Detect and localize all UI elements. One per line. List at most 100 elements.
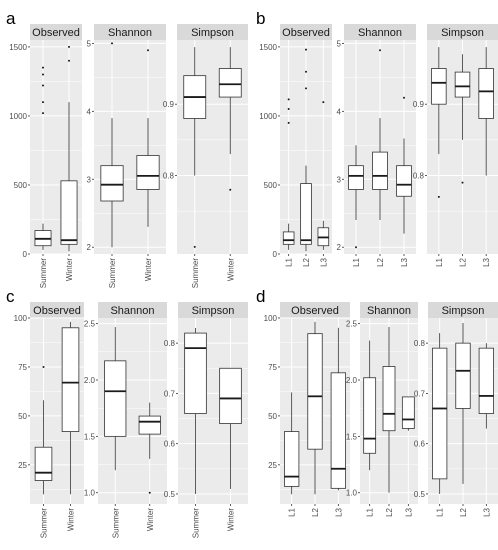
facet-observed: Observed 25 50 75 100 Summer Winter (14, 302, 84, 538)
x-tick-label: L3 (482, 507, 491, 516)
x-tick-label: L2 (459, 507, 468, 516)
facet-title: Shannon (108, 27, 152, 39)
box-body (104, 360, 127, 437)
box-l2 (300, 48, 312, 252)
facet-title: Shannon (358, 27, 402, 39)
facet-strip (344, 24, 416, 40)
x-tick-label: L2 (385, 507, 394, 516)
box-body (363, 377, 377, 454)
x-tick-label: Summer (191, 258, 200, 289)
box-body (455, 342, 471, 409)
box-l1 (363, 340, 377, 471)
facet-title: Observed (282, 27, 330, 39)
outlier-point (42, 66, 44, 69)
x-tick-label: L2 (376, 257, 385, 266)
box-body (300, 183, 312, 245)
box-body (284, 431, 300, 487)
y-tick-label: 5 (337, 39, 342, 48)
facet-strip (280, 24, 332, 40)
y-tick-label: 0.8 (163, 172, 175, 181)
x-tick-label: Winter (226, 258, 235, 281)
facet-title: Simpson (441, 27, 484, 39)
x-tick-label: L1 (435, 257, 444, 266)
y-tick-label: 1000 (259, 112, 277, 121)
box-l1 (348, 145, 364, 249)
y-tick-label: 0.5 (164, 490, 176, 499)
y-tick-label: 0.8 (413, 172, 425, 181)
x-tick-label: L1 (285, 257, 294, 266)
box-body (478, 68, 494, 119)
box-winter (61, 321, 80, 495)
y-tick-label: 0.6 (414, 440, 426, 449)
box-l2 (455, 323, 471, 484)
y-tick-label: 500 (14, 181, 28, 190)
y-tick-label: 0.7 (164, 389, 176, 398)
y-tick-label: 1500 (9, 43, 27, 52)
box-summer (34, 365, 53, 495)
box-body (348, 165, 364, 190)
outlier-point (193, 245, 196, 248)
figure-panel-b: b Observed 0 500 1000 1500 L1 L2 L3 Shannon 2 3 4 5 L1… (256, 9, 498, 267)
y-tick-label: 1000 (9, 112, 27, 121)
facet-title: Shannon (367, 305, 411, 317)
x-tick-label: L2 (302, 257, 311, 266)
box-body (372, 151, 388, 190)
box-body (184, 332, 207, 414)
facet-shannon: Shannon 2 3 4 5 Summer Winter (87, 24, 166, 288)
y-tick-label: 4 (87, 107, 92, 116)
y-tick-label: 0 (23, 250, 28, 259)
outlier-point (355, 246, 357, 249)
x-tick-label: Winter (227, 508, 236, 531)
y-tick-label: 0.9 (413, 100, 425, 109)
x-tick-label: Winter (67, 508, 76, 531)
y-tick-label: 2.0 (84, 376, 96, 385)
box-body (454, 71, 471, 98)
panel-letter: d (256, 287, 265, 306)
x-tick-label: L3 (404, 507, 413, 516)
y-tick-label: 1.0 (84, 489, 96, 498)
facet-observed: Observed 25 50 75 100 L1 L2 L3 (264, 302, 350, 517)
box-body (61, 327, 80, 432)
box-body (60, 180, 78, 245)
box-winter (60, 45, 78, 252)
facet-strip (30, 302, 84, 318)
facet-title: Observed (33, 305, 81, 317)
outlier-point (42, 365, 45, 368)
y-tick-label: 0 (273, 250, 278, 259)
x-tick-label: L3 (319, 257, 328, 266)
box-summer (104, 327, 127, 471)
x-tick-label: L1 (288, 507, 297, 516)
box-body (396, 165, 412, 197)
outlier-point (287, 121, 290, 124)
box-l2 (307, 321, 323, 495)
outlier-point (287, 98, 290, 101)
box-body (478, 347, 494, 414)
y-tick-label: 100 (264, 314, 278, 323)
outlier-point (42, 112, 44, 115)
outlier-point (305, 70, 307, 73)
facet-title: Observed (32, 27, 80, 39)
box-l2 (382, 327, 396, 493)
outlier-point (68, 45, 70, 48)
box-body (432, 347, 448, 480)
box-l1 (284, 392, 300, 495)
y-tick-label: 1.5 (346, 432, 358, 441)
box-summer (184, 328, 207, 494)
x-tick-label: Summer (192, 508, 201, 539)
facet-strip (280, 302, 350, 318)
y-tick-label: 3 (337, 175, 342, 184)
outlier-point (461, 181, 464, 184)
plot-panel (94, 40, 166, 254)
x-tick-label: Summer (39, 258, 48, 289)
facet-title: Simpson (192, 305, 235, 317)
y-tick-label: 0.9 (163, 100, 175, 109)
x-tick-label: L2 (459, 257, 468, 266)
facet-shannon: Shannon 1.0 1.5 2.0 2.5 Summer Winter (84, 302, 167, 538)
facet-strip (177, 24, 248, 40)
facet-strip (178, 302, 248, 318)
y-tick-label: 2 (337, 243, 342, 252)
box-l1 (282, 98, 295, 250)
box-l3 (330, 327, 346, 491)
box-body (401, 396, 415, 429)
